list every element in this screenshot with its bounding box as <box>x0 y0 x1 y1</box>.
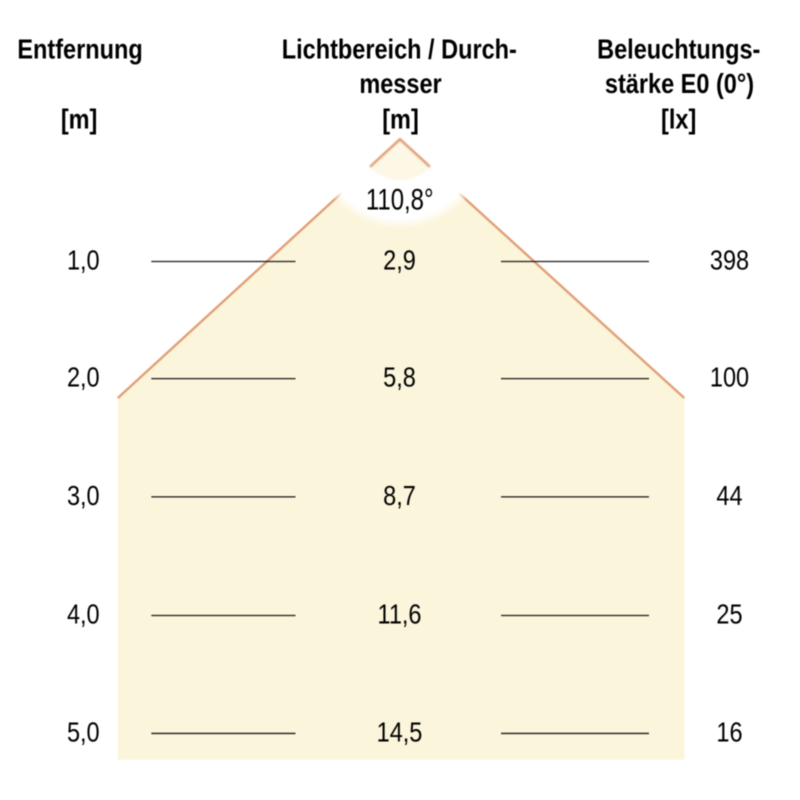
svg-text:Beleuchtungs-: Beleuchtungs- <box>597 35 760 65</box>
svg-text:110,8°: 110,8° <box>366 183 434 216</box>
svg-text:[lx]: [lx] <box>661 104 696 134</box>
svg-text:5,0: 5,0 <box>67 718 100 748</box>
svg-text:3,0: 3,0 <box>67 481 100 511</box>
svg-text:11,6: 11,6 <box>377 600 421 630</box>
svg-text:14,5: 14,5 <box>377 718 423 748</box>
svg-text:5,8: 5,8 <box>383 363 416 393</box>
svg-text:1,0: 1,0 <box>67 246 100 276</box>
svg-text:Lichtbereich / Durch-: Lichtbereich / Durch- <box>282 35 517 65</box>
svg-text:[m]: [m] <box>61 104 98 134</box>
svg-text:2,9: 2,9 <box>383 246 416 276</box>
svg-text:44: 44 <box>716 481 742 511</box>
svg-text:25: 25 <box>716 600 742 630</box>
svg-text:2,0: 2,0 <box>67 363 100 393</box>
svg-text:stärke E0 (0°): stärke E0 (0°) <box>605 69 754 99</box>
svg-text:messer: messer <box>359 69 441 99</box>
svg-text:[m]: [m] <box>382 104 419 134</box>
svg-text:Entfernung: Entfernung <box>17 35 142 65</box>
svg-text:4,0: 4,0 <box>67 600 100 630</box>
svg-text:100: 100 <box>710 363 749 393</box>
svg-text:398: 398 <box>710 246 749 276</box>
svg-text:16: 16 <box>716 718 742 748</box>
svg-text:8,7: 8,7 <box>383 481 416 511</box>
